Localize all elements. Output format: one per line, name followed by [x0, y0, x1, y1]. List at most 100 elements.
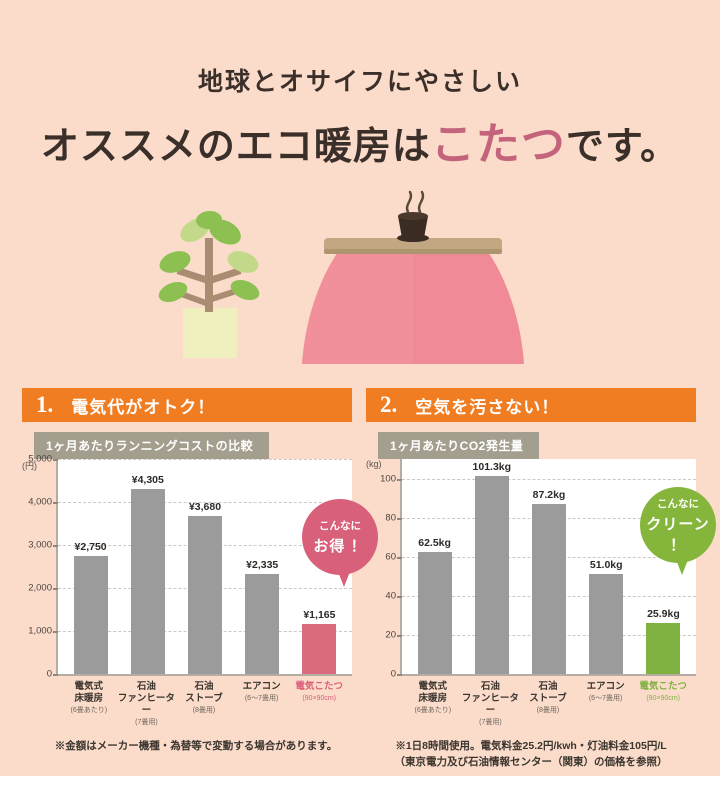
x-label-sub: (7畳用) — [135, 718, 158, 726]
x-label-line: 石油 — [480, 681, 500, 692]
y-tick-mark — [397, 478, 402, 481]
x-axis-label: 電気式 床暖房 (6畳あたり) — [60, 681, 118, 727]
y-tick-label: 3,000 — [28, 539, 52, 551]
bar-slot[interactable]: ¥2,335 — [234, 459, 291, 674]
bar-group: 62.5kg 101.3kg 87.2kg 51.0kg 25.9kg — [402, 459, 696, 674]
x-label-sub: (7畳用) — [479, 718, 502, 726]
y-tick-mark — [53, 459, 58, 461]
bar-slot[interactable]: ¥2,750 — [62, 459, 119, 674]
bar-value-label: 25.9kg — [647, 608, 680, 621]
y-tick-mark — [53, 502, 58, 504]
callout-bubble-savings: こんなに お得 ！ — [302, 499, 378, 587]
gridline — [402, 478, 696, 480]
y-tick-mark — [397, 674, 402, 676]
x-label-line: ファンヒーター — [461, 692, 519, 716]
footnote-1: ※金額はメーカー機種・為替等で変動する場合があります。 — [22, 739, 352, 755]
bar-slot[interactable]: ¥4,305 — [119, 459, 176, 674]
y-tick-label: 40 — [385, 590, 396, 602]
headline-block: 地球とオサイフにやさしい オススメのエコ暖房はこたつです。 — [0, 0, 720, 172]
section-title-2: 空気を汚さない！ — [415, 397, 560, 417]
x-label-sub: (6畳あたり) — [70, 706, 108, 714]
x-label-sub: (6畳あたり) — [414, 706, 452, 714]
bubble-tail-2 — [674, 557, 689, 575]
x-axis-1 — [56, 674, 352, 676]
headline-accent: こたつ — [430, 120, 566, 169]
x-axis-label: 石油 ストーブ (8畳用) — [175, 681, 233, 727]
x-label-line: 床暖房 — [74, 692, 104, 704]
y-tick-label: 80 — [385, 512, 396, 524]
bar-value-label: ¥2,335 — [246, 558, 279, 571]
bar[interactable] — [532, 503, 566, 674]
bar[interactable] — [73, 555, 108, 674]
bubble-line1-2: こんなに — [657, 497, 699, 510]
bar[interactable] — [646, 623, 681, 674]
bottom-strip — [0, 776, 720, 799]
bar[interactable] — [188, 515, 222, 674]
x-label-line: ファンヒーター — [117, 692, 175, 716]
section-header-2: 2. 空気を汚さない！ — [366, 388, 696, 422]
section-title-1: 電気代がオトク！ — [71, 397, 216, 417]
x-axis-2 — [400, 674, 696, 676]
bar-value-label: 87.2kg — [532, 488, 566, 501]
y-axis-unit-2: (kg) — [366, 459, 382, 469]
x-axis-label: 石油 ファンヒーター (7畳用) — [462, 681, 520, 727]
headline-title: オススメのエコ暖房はこたつです。 — [0, 108, 720, 172]
bar-slot[interactable]: 25.9kg — [635, 459, 692, 674]
bubble-line2-2: クリーン ！ — [646, 515, 710, 554]
footnote-line: ※金額はメーカー機種・為替等で変動する場合があります。 — [54, 740, 338, 753]
y-tick-mark — [397, 556, 402, 559]
bar-slot[interactable]: 87.2kg — [520, 459, 577, 674]
bar-slot[interactable]: 101.3kg — [463, 459, 520, 674]
headline-suffix: です。 — [565, 126, 680, 168]
bar[interactable] — [130, 488, 165, 674]
x-label-line: エアコン — [242, 681, 281, 692]
chart-1: (円) こんなに お得 ！ 0 1,000 2,000 3,000 4,000 5,000… — [22, 454, 378, 727]
x-label-line: 床暖房 — [418, 692, 448, 704]
footnote-line: ※1日8時間使用。電気料金25.2円/kwh・灯油料金105円/L — [395, 740, 667, 753]
bar[interactable] — [302, 623, 337, 674]
y-tick-label: 4,000 — [28, 496, 52, 508]
x-axis-label: 石油 ストーブ (8畳用) — [519, 681, 577, 727]
x-axis-labels-2: 電気式 床暖房 (6畳あたり) 石油 ファンヒーター (7畳用) 石油 ストーブ (8畳用) エア… — [400, 681, 696, 727]
plot-area-2: こんなに クリーン ！ 0 20 40 60 80 100 62.5kg 101.3kg 87.… — [380, 459, 716, 680]
chart-title-2: 1ヶ月あたりCO2発生量 — [378, 432, 540, 459]
y-tick-label: 0 — [46, 668, 52, 680]
headline-subtitle: 地球とオサイフにやさしい — [197, 69, 522, 96]
x-axis-label: エアコン (6〜7畳用) — [577, 681, 635, 727]
bubble-tail-1 — [336, 569, 351, 587]
x-axis-label: 石油 ファンヒーター (7畳用) — [118, 681, 176, 727]
bar-value-label: 101.3kg — [472, 461, 512, 474]
x-axis-label: エアコン (6〜7畳用) — [233, 681, 291, 727]
bar[interactable] — [245, 573, 280, 674]
plot-area-1: こんなに お得 ！ 0 1,000 2,000 3,000 4,000 5,000 ¥2,7… — [28, 454, 378, 680]
bar[interactable] — [474, 476, 509, 674]
bar-slot[interactable]: ¥1,165 — [291, 459, 348, 674]
bar[interactable] — [589, 574, 624, 674]
y-tick-mark — [397, 634, 402, 637]
x-label-sub: (90×90cm) — [302, 694, 336, 702]
section-header-1: 1. 電気代がオトク！ — [22, 388, 352, 422]
y-tick-label: 5,000 — [28, 453, 52, 465]
headline-prefix: オススメのエコ暖房は — [40, 126, 431, 168]
y-tick-label: 2,000 — [28, 582, 52, 594]
x-label-line: 石油 — [136, 681, 156, 692]
section-co2: 2. 空気を汚さない！ 1ヶ月あたりCO2発生量 (kg) こんなに クリーン … — [366, 388, 716, 771]
bubble-line2-1: お得 ！ — [313, 538, 367, 555]
bar-slot[interactable]: 62.5kg — [406, 459, 463, 674]
x-axis-label: 電気こたつ (90×90cm) — [290, 681, 348, 727]
illustration — [0, 186, 720, 376]
chart-2: (kg) こんなに クリーン ！ 0 20 40 60 80 100 62.5kg 101.3… — [366, 459, 716, 727]
bar-value-label: ¥2,750 — [74, 540, 107, 553]
bar-slot[interactable]: ¥3,680 — [176, 459, 233, 674]
bar-slot[interactable]: 51.0kg — [578, 459, 635, 674]
x-label-line: 電気式 — [74, 681, 104, 692]
x-label-line: 石油 — [194, 681, 214, 692]
infographic-page: 地球とオサイフにやさしい オススメのエコ暖房はこたつです。 — [0, 0, 720, 776]
bar[interactable] — [417, 551, 452, 674]
footnote-2: ※1日8時間使用。電気料金25.2円/kwh・灯油料金105円/L （東京電力及び… — [366, 739, 696, 771]
section-number-1: 1. — [36, 392, 54, 417]
y-tick-mark — [397, 517, 402, 520]
y-tick-mark — [397, 595, 402, 598]
callout-bubble-clean: こんなに クリーン ！ — [640, 487, 716, 575]
y-tick-label: 0 — [390, 668, 396, 680]
